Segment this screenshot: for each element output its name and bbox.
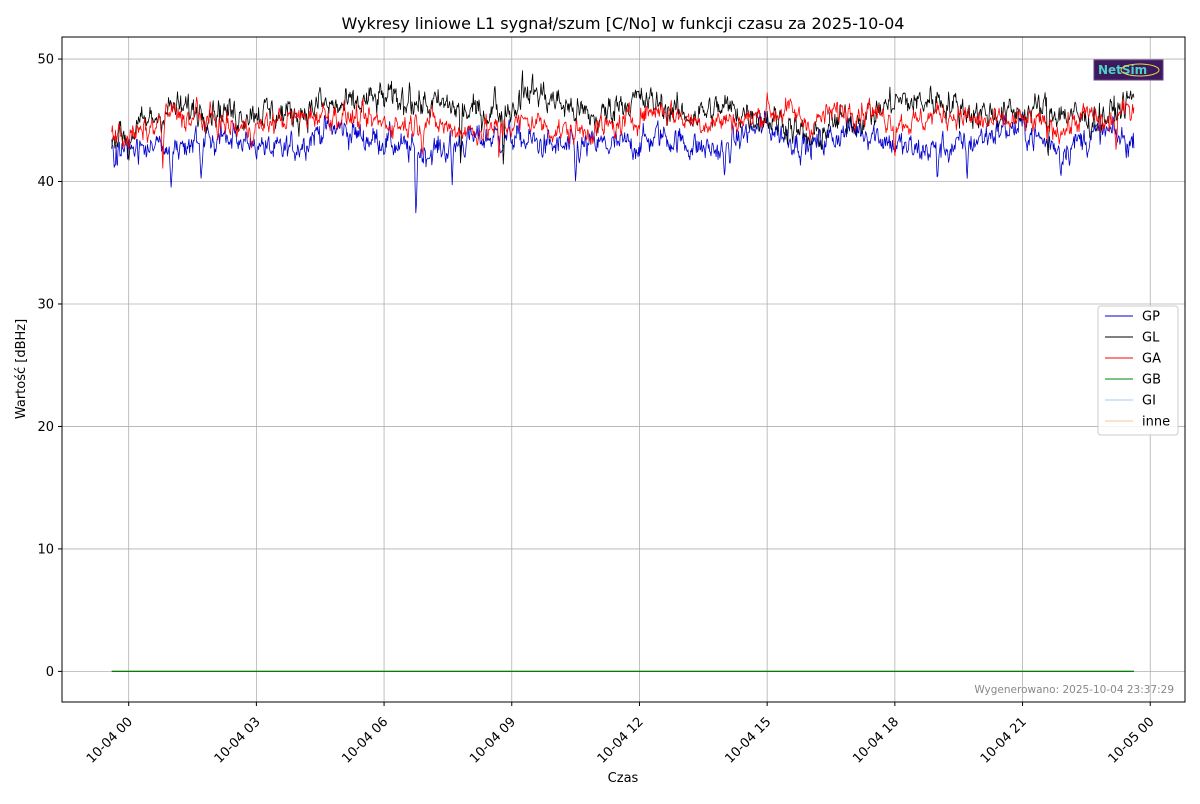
x-tick-label: 10-04 06 <box>339 715 391 767</box>
legend-label-GA: GA <box>1142 352 1161 367</box>
logo-text: NetSim <box>1098 63 1147 77</box>
x-axis: 10-04 00 10-04 03 10-04 06 10-04 09 10-04 12… <box>84 702 1158 767</box>
x-tick-label: 10-04 18 <box>850 715 902 767</box>
series-lines <box>111 70 1135 672</box>
series-line-GA <box>111 92 1135 169</box>
logo-background <box>1093 59 1164 81</box>
y-tick-label: 50 <box>37 53 54 68</box>
chart-title: Wykresy liniowe L1 sygnał/szum [C/No] w … <box>342 14 905 33</box>
logo-swoosh <box>1120 63 1160 77</box>
x-tick-label: 10-04 00 <box>84 715 136 767</box>
x-tick-label: 10-05 00 <box>1106 715 1158 767</box>
legend-box <box>1097 305 1179 436</box>
y-tick-label: 0 <box>46 665 54 680</box>
legend: GP GL GA GB GI inne <box>1097 305 1179 436</box>
x-tick-label: 10-04 09 <box>467 715 519 767</box>
plot-frame <box>61 36 1186 703</box>
y-tick-label: 10 <box>37 542 54 557</box>
y-axis-label: Wartość [dBHz] <box>14 319 29 419</box>
legend-label-GL: GL <box>1142 331 1160 346</box>
series-line-GL <box>111 70 1135 165</box>
series-line-GP <box>111 110 1135 214</box>
y-tick-label: 20 <box>37 420 54 435</box>
y-tick-label: 30 <box>37 297 54 312</box>
x-tick-label: 10-04 12 <box>595 715 647 767</box>
legend-label-GP: GP <box>1142 310 1160 325</box>
x-tick-label: 10-04 21 <box>978 715 1030 767</box>
generated-timestamp: Wygenerowano: 2025-10-04 23:37:29 <box>974 684 1174 696</box>
y-tick-label: 40 <box>37 175 54 190</box>
x-axis-label: Czas <box>608 771 639 786</box>
legend-label-inne: inne <box>1142 415 1170 430</box>
legend-label-GI: GI <box>1142 394 1156 409</box>
grid-lines <box>62 37 1185 702</box>
x-tick-label: 10-04 15 <box>722 715 774 767</box>
logo: NetSim <box>1093 59 1164 81</box>
legend-label-GB: GB <box>1142 373 1161 388</box>
y-axis: 0 10 20 30 40 50 <box>37 53 62 680</box>
x-tick-label: 10-04 03 <box>212 715 264 767</box>
